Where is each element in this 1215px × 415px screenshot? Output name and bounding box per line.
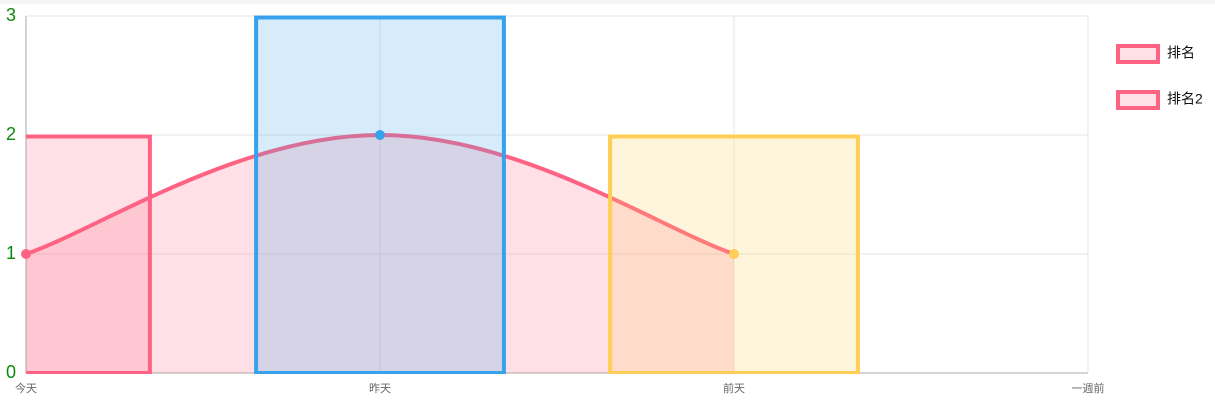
top-strip [0,0,1215,4]
line-area [26,135,734,373]
point [375,130,385,140]
y-tick-label: 3 [6,5,16,25]
x-tick-label: 昨天 [369,382,391,395]
y-tick-label: 0 [6,362,16,382]
x-tick-label: 今天 [15,381,37,395]
legend-swatch [1116,44,1160,64]
point [729,249,739,259]
point [21,249,31,259]
y-tick-label: 2 [6,124,16,144]
bar [254,15,506,374]
bar [26,134,152,374]
y-tick-label: 1 [6,243,16,263]
legend-swatch [1116,90,1160,110]
legend-label: 排名2 [1167,91,1203,107]
plot-area [26,15,860,374]
legend-label: 排名 [1167,45,1195,61]
x-tick-label: 前天 [723,381,745,395]
x-tick-label: 一週前 [1072,381,1105,395]
